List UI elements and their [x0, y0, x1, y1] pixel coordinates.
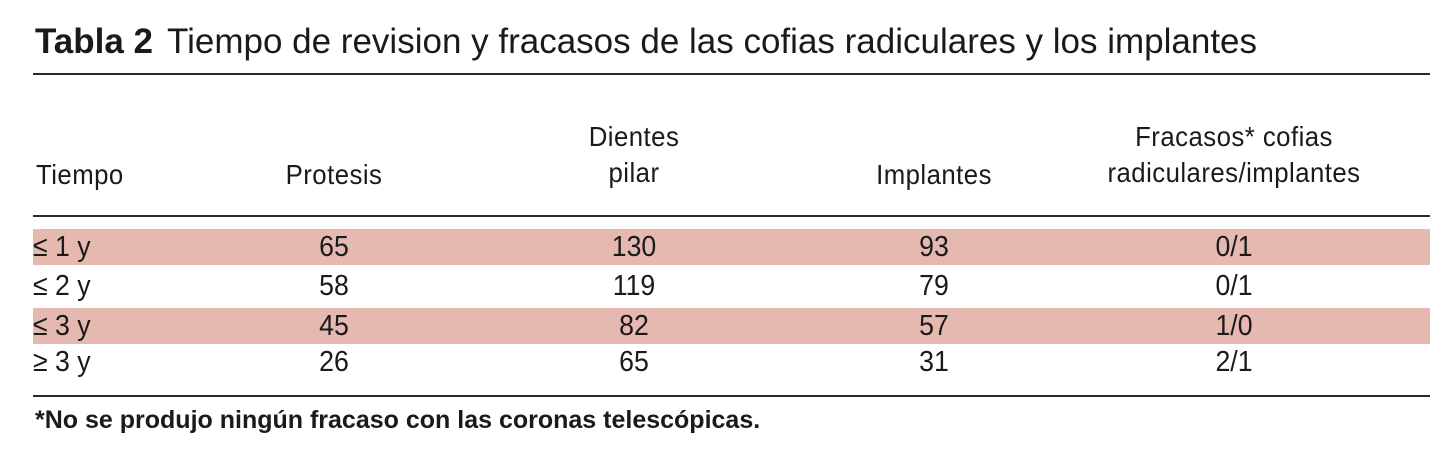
header-dientes-line1: Dientes	[588, 121, 680, 152]
header-fracasos-line1: Fracasos* cofias	[1135, 121, 1333, 152]
table-row: ≤ 3 y 45 82 57 1/0	[33, 308, 1430, 344]
cell-tiempo: ≤ 1 y	[33, 231, 91, 263]
table-title: Tabla 2 Tiempo de revision y fracasos de …	[35, 18, 1257, 66]
header-dientes-pilar: Dientes pilar	[542, 119, 726, 191]
header-rule	[33, 215, 1430, 217]
cell-fracasos: 0/1	[1215, 270, 1253, 302]
top-rule	[33, 73, 1430, 75]
cell-dientes-pilar: 65	[619, 346, 649, 378]
header-fracasos-line2: radiculares/implantes	[1107, 157, 1361, 188]
bottom-rule	[33, 395, 1430, 397]
header-dientes-line2: pilar	[608, 157, 660, 188]
cell-fracasos: 0/1	[1215, 231, 1253, 263]
cell-protesis: 58	[319, 270, 349, 302]
cell-tiempo: ≤ 2 y	[33, 270, 91, 302]
cell-protesis: 26	[319, 346, 349, 378]
table-row: ≤ 2 y 58 119 79 0/1	[33, 268, 1430, 304]
cell-dientes-pilar: 82	[619, 310, 649, 342]
header-tiempo: Tiempo	[36, 159, 124, 190]
cell-implantes: 57	[919, 310, 949, 342]
header-fracasos: Fracasos* cofias radiculares/implantes	[1096, 119, 1372, 191]
cell-fracasos: 2/1	[1215, 346, 1253, 378]
header-implantes: Implantes	[876, 159, 992, 190]
table-row: ≥ 3 y 26 65 31 2/1	[33, 344, 1430, 380]
cell-tiempo: ≥ 3 y	[33, 346, 91, 378]
cell-protesis: 45	[319, 310, 349, 342]
cell-implantes: 79	[919, 270, 949, 302]
cell-implantes: 93	[919, 231, 949, 263]
table-title-text: Tiempo de revision y fracasos de las cof…	[167, 22, 1258, 61]
table-number: Tabla 2	[35, 22, 154, 61]
cell-implantes: 31	[919, 346, 949, 378]
table-row: ≤ 1 y 65 130 93 0/1	[33, 229, 1430, 265]
cell-fracasos: 1/0	[1215, 310, 1253, 342]
cell-protesis: 65	[319, 231, 349, 263]
cell-tiempo: ≤ 3 y	[33, 310, 91, 342]
cell-dientes-pilar: 130	[611, 231, 657, 263]
table-footnote: *No se produjo ningún fracaso con las co…	[35, 406, 761, 434]
cell-dientes-pilar: 119	[612, 270, 656, 302]
header-protesis: Protesis	[285, 159, 383, 190]
